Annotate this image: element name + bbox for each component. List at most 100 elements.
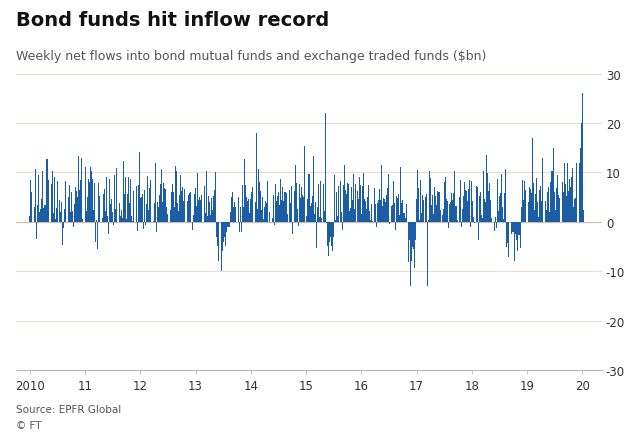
Bar [337, 216, 339, 222]
Bar [566, 197, 567, 222]
Bar [264, 207, 265, 222]
Bar [568, 191, 569, 222]
Bar [208, 196, 209, 222]
Bar [483, 172, 484, 222]
Bar [335, 221, 336, 222]
Bar [451, 194, 452, 222]
Bar [310, 206, 311, 222]
Bar [508, 222, 509, 258]
Bar [345, 191, 346, 222]
Bar [29, 216, 30, 222]
Bar [518, 222, 519, 236]
Bar [122, 219, 123, 222]
Bar [131, 216, 132, 222]
Bar [54, 177, 55, 222]
Bar [356, 192, 358, 222]
Bar [525, 191, 527, 222]
Bar [224, 222, 225, 237]
Bar [351, 187, 352, 222]
Bar [113, 222, 114, 225]
Bar [348, 184, 349, 222]
Bar [227, 222, 228, 227]
Bar [262, 198, 263, 222]
Bar [362, 187, 363, 222]
Bar [102, 194, 104, 222]
Bar [358, 177, 360, 222]
Bar [193, 215, 194, 222]
Bar [374, 205, 376, 222]
Bar [294, 191, 295, 222]
Bar [464, 183, 465, 222]
Bar [45, 205, 46, 222]
Bar [570, 188, 571, 222]
Bar [414, 222, 415, 268]
Bar [471, 182, 472, 222]
Bar [567, 164, 568, 222]
Bar [509, 222, 511, 257]
Bar [371, 204, 372, 222]
Bar [540, 186, 541, 222]
Bar [387, 188, 388, 222]
Bar [538, 218, 539, 222]
Bar [397, 198, 398, 222]
Bar [563, 192, 564, 222]
Bar [178, 212, 179, 222]
Bar [83, 215, 84, 222]
Bar [424, 198, 426, 222]
Bar [380, 200, 381, 222]
Bar [547, 192, 548, 222]
Bar [215, 172, 216, 222]
Bar [172, 184, 173, 222]
Bar [352, 200, 353, 222]
Bar [399, 215, 400, 222]
Bar [394, 204, 395, 222]
Bar [160, 185, 161, 222]
Bar [96, 220, 97, 222]
Bar [332, 222, 333, 252]
Bar [393, 181, 394, 222]
Bar [554, 192, 555, 222]
Bar [111, 200, 112, 222]
Bar [237, 198, 239, 222]
Bar [271, 219, 273, 222]
Bar [266, 204, 268, 222]
Bar [468, 189, 469, 222]
Bar [517, 222, 518, 252]
Bar [308, 174, 310, 222]
Bar [450, 203, 451, 222]
Bar [410, 222, 411, 286]
Bar [129, 203, 130, 222]
Bar [246, 198, 247, 222]
Bar [232, 193, 233, 222]
Bar [485, 202, 486, 222]
Bar [31, 193, 33, 222]
Bar [147, 176, 148, 222]
Bar [530, 190, 531, 222]
Bar [140, 198, 141, 222]
Bar [514, 222, 515, 261]
Bar [312, 196, 313, 222]
Bar [503, 219, 504, 222]
Bar [579, 163, 580, 222]
Bar [250, 199, 252, 222]
Bar [532, 138, 533, 222]
Bar [143, 222, 144, 230]
Bar [42, 172, 43, 222]
Bar [550, 182, 551, 222]
Bar [209, 202, 210, 222]
Bar [344, 165, 345, 222]
Bar [388, 174, 389, 222]
Bar [92, 179, 93, 222]
Bar [574, 200, 575, 222]
Bar [177, 204, 178, 222]
Bar [164, 189, 165, 222]
Bar [259, 182, 260, 222]
Bar [121, 210, 122, 222]
Bar [412, 222, 413, 247]
Bar [419, 220, 420, 222]
Bar [355, 185, 356, 222]
Bar [511, 222, 513, 233]
Bar [195, 188, 196, 222]
Bar [500, 194, 501, 222]
Bar [46, 159, 47, 222]
